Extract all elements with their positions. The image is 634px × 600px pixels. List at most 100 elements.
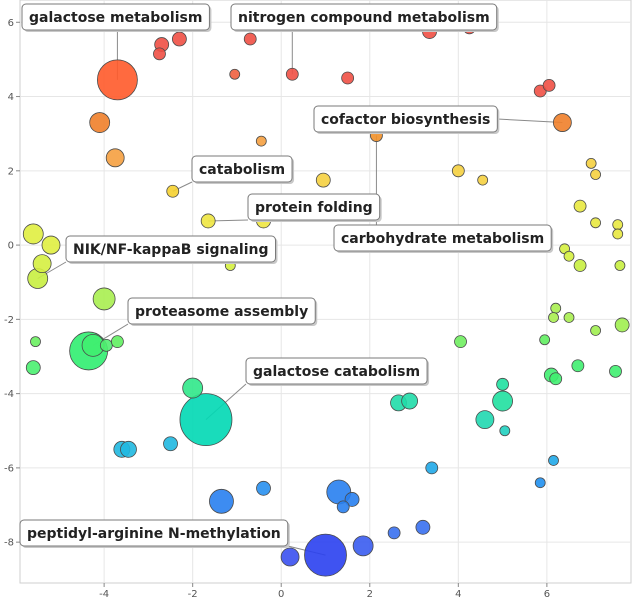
y-tick-label-4: 0: [8, 241, 14, 252]
data-point-61: [475, 410, 495, 430]
data-point-22: [585, 157, 597, 169]
data-point-74: [344, 492, 360, 507]
point-label-6: NIK/NF-kappaB signaling: [65, 235, 278, 264]
data-point-69: [548, 455, 559, 466]
data-point-60: [492, 390, 514, 412]
point-label-2: cofactor biosynthesis: [313, 105, 500, 134]
data-point-63: [401, 392, 419, 410]
point-label-1: nitrogen compound metabolism: [230, 3, 499, 32]
label-leaders: [37, 30, 563, 556]
data-point-67: [163, 436, 178, 452]
data-point-56: [609, 364, 622, 378]
label-text: catabolism: [199, 162, 285, 178]
label-box: [21, 3, 210, 31]
data-point-27: [590, 217, 601, 229]
label-leader-2: [497, 118, 563, 124]
x-tick-label-1: -2: [188, 589, 198, 600]
point-label-0: galactose metabolism: [21, 3, 212, 32]
data-point-46: [25, 360, 41, 376]
label-box: [127, 297, 316, 325]
data-point-32: [32, 254, 52, 274]
x-tick-label-2: 0: [278, 589, 284, 600]
data-point-77: [415, 519, 431, 535]
data-point-51: [454, 335, 467, 349]
data-point-68: [425, 461, 439, 475]
data-point-78: [352, 535, 374, 557]
label-text: proteasome assembly: [135, 304, 308, 320]
label-box: [65, 235, 276, 263]
data-point-80: [280, 547, 300, 567]
label-box: [191, 155, 293, 183]
data-point-24: [200, 213, 216, 229]
x-tick-label-5: 6: [544, 589, 550, 600]
axis-ticks: -4 -2 0 2 4 6 -8 -6 -4 -2 0 2 4 6: [4, 18, 550, 600]
x-tick-label-0: -4: [99, 589, 109, 600]
point-label-5: carbohydrate metabolism: [333, 224, 554, 253]
data-point-55: [549, 372, 563, 386]
point-label-7: proteasome assembly: [127, 297, 318, 326]
y-tick-label-0: -8: [4, 538, 14, 549]
data-point-70: [534, 477, 546, 489]
data-point-13: [89, 112, 111, 133]
data-point-39: [92, 287, 116, 311]
data-point-37: [573, 259, 587, 272]
data-point-66: [120, 440, 137, 458]
data-point-29: [612, 228, 624, 240]
data-point-53: [571, 359, 585, 373]
data-point-40: [550, 302, 562, 314]
label-text: galactose catabolism: [253, 364, 420, 380]
label-box: [230, 3, 498, 31]
data-point-79: [304, 533, 347, 577]
data-point-57: [182, 377, 204, 399]
y-tick-label-7: 6: [8, 18, 14, 29]
data-point-75: [336, 500, 350, 514]
data-point-36: [563, 250, 575, 262]
data-point-50: [111, 335, 124, 349]
data-point-28: [612, 219, 624, 231]
data-point-16: [255, 135, 267, 147]
label-box: [333, 224, 552, 252]
data-point-1: [171, 31, 187, 47]
x-tick-label-4: 4: [455, 589, 461, 600]
label-text: peptidyl-arginine N-methylation: [27, 526, 281, 542]
data-point-72: [256, 480, 271, 496]
data-point-31: [41, 235, 61, 255]
data-point-15: [105, 148, 125, 168]
data-point-6: [229, 68, 241, 80]
label-text: carbohydrate metabolism: [341, 231, 544, 247]
data-point-7: [285, 67, 299, 81]
y-tick-label-6: 4: [8, 92, 14, 103]
label-text: protein folding: [255, 200, 373, 216]
data-point-38: [614, 260, 626, 271]
data-point-71: [209, 488, 234, 514]
point-label-9: peptidyl-arginine N-methylation: [19, 519, 290, 548]
data-point-45: [30, 336, 41, 348]
data-point-49: [99, 338, 113, 352]
point-label-4: protein folding: [247, 193, 382, 222]
data-point-42: [563, 312, 575, 323]
data-point-76: [387, 526, 401, 540]
data-point-19: [315, 172, 331, 188]
label-box: [245, 357, 428, 385]
label-box: [247, 193, 381, 221]
label-box: [19, 519, 289, 547]
data-point-21: [477, 174, 489, 186]
label-box: [313, 105, 498, 133]
data-point-52: [539, 334, 551, 346]
data-point-3: [153, 47, 166, 61]
point-label-3: catabolism: [191, 155, 295, 184]
label-text: nitrogen compound metabolism: [238, 10, 490, 26]
data-point-58: [179, 393, 233, 447]
label-text: galactose metabolism: [29, 10, 202, 26]
point-labels: galactose metabolism nitrogen compound me…: [19, 3, 554, 548]
data-point-26: [573, 199, 587, 213]
y-tick-label-1: -6: [4, 463, 14, 474]
y-tick-label-5: 2: [8, 166, 14, 177]
data-point-20: [451, 164, 465, 178]
label-text: cofactor biosynthesis: [321, 112, 490, 128]
data-point-18: [166, 184, 180, 198]
data-point-14: [552, 113, 572, 132]
label-text: NIK/NF-kappaB signaling: [73, 242, 269, 258]
data-points: [22, 8, 630, 577]
